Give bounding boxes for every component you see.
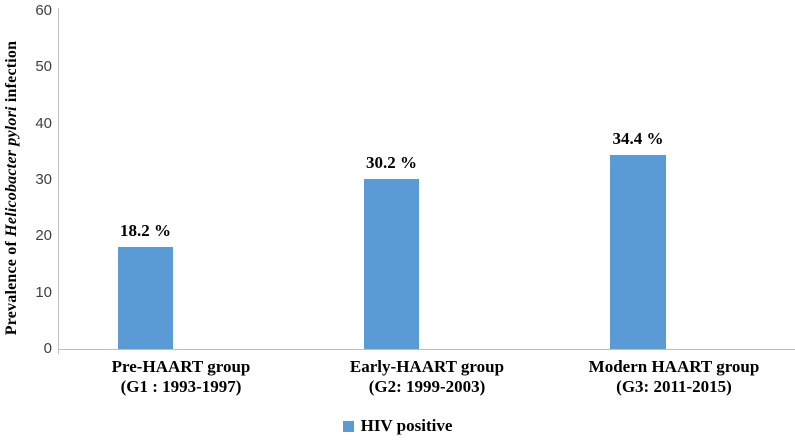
category-line2: (G3: 2011-2015) [616, 377, 732, 396]
bar-value-label: 18.2 % [120, 220, 171, 240]
category-label-modern-haart: Modern HAART group (G3: 2011-2015) [554, 357, 794, 397]
bar-pre-haart: 18.2 % [118, 221, 173, 349]
y-tick-20: 20 [35, 227, 52, 245]
bar-value-label: 34.4 % [612, 129, 664, 149]
category-line2: (G1 : 1993-1997) [120, 377, 242, 396]
legend-swatch-hiv-positive [342, 420, 354, 432]
legend: HIV positive [0, 416, 795, 436]
category-line1: Modern HAART group [588, 357, 760, 376]
y-tick-50: 50 [35, 58, 52, 76]
category-line1: Pre-HAART group [111, 357, 251, 376]
bar-fill [610, 155, 666, 349]
x-axis-line [58, 349, 795, 350]
bar-fill [118, 246, 173, 349]
y-tick-60: 60 [35, 2, 52, 19]
y-tick-0: 0 [43, 340, 52, 357]
y-tick-10: 10 [35, 283, 52, 301]
y-axis-line [58, 8, 59, 354]
category-label-pre-haart: Pre-HAART group (G1 : 1993-1997) [61, 357, 301, 397]
legend-label: HIV positive [360, 416, 453, 435]
bar-fill [364, 178, 419, 349]
category-line2: (G2: 1999-2003) [368, 377, 486, 396]
bar-modern-haart: 34.4 % [610, 129, 666, 349]
bar-value-label: 30.2 % [366, 152, 417, 172]
category-line1: Early-HAART group [349, 357, 505, 376]
category-label-early-haart: Early-HAART group (G2: 1999-2003) [307, 357, 547, 397]
bar-early-haart: 30.2 % [364, 153, 419, 349]
y-tick-30: 30 [35, 171, 52, 188]
y-tick-40: 40 [35, 114, 52, 132]
